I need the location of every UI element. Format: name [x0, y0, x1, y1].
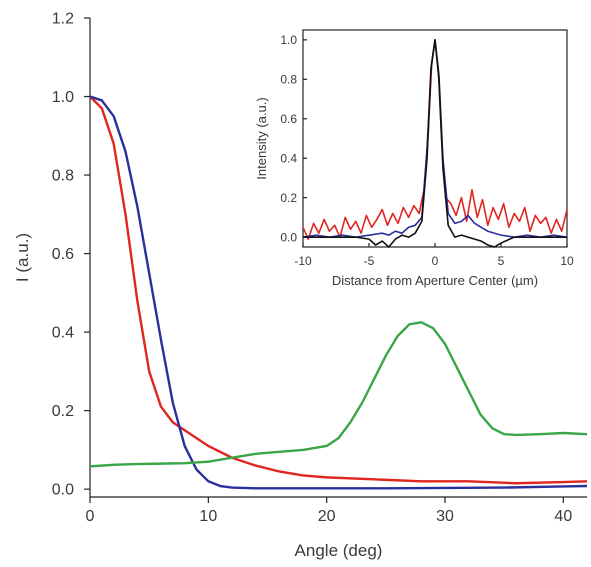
main-x-tick-label: 0: [86, 508, 95, 525]
inset-y-axis-label: Intensity (a.u.): [254, 97, 269, 179]
main-y-tick-label: 0.6: [52, 246, 74, 263]
main-y-tick-label: 0.2: [52, 403, 74, 420]
main-series-line-2: [90, 321, 587, 468]
main-y-axis-label: I (a.u.): [13, 233, 32, 282]
inset-y-tick-label: 0.4: [280, 151, 297, 165]
inset-y-tick-label: 0.0: [280, 230, 297, 244]
inset-y-tick-label: 0.6: [280, 112, 297, 126]
main-x-tick-label: 20: [318, 508, 336, 525]
inset-plot-frame: [302, 29, 568, 248]
inset-x-tick-label: 5: [498, 254, 505, 268]
main-x-tick-label: 30: [436, 508, 454, 525]
inset-x-axis-label: Distance from Aperture Center (µm): [332, 273, 538, 288]
inset-y-tick-label: 1.0: [280, 33, 297, 47]
inset-x-tick-label: 0: [432, 254, 439, 268]
main-x-axis-label: Angle (deg): [295, 541, 383, 560]
main-x-tick-label: 40: [554, 508, 572, 525]
inset-chart: -10 -5 0 5 10 0.0 0.2 0.4 0.6 0.8 1.0 Distance from…: [254, 29, 574, 288]
inset-x-tick-label: -10: [294, 254, 312, 268]
main-y-tick-label: 0.4: [52, 325, 74, 342]
inset-x-tick-label: 10: [560, 254, 574, 268]
inset-y-tick-label: 0.8: [280, 73, 297, 87]
main-y-tick-label: 0.8: [52, 168, 74, 185]
main-y-tick-label: 0.0: [52, 482, 74, 499]
inset-x-tick-label: -5: [364, 254, 375, 268]
inset-series-line-2: [303, 39, 567, 248]
main-y-tick-label: 1.0: [52, 89, 74, 106]
main-chart: 0 10 20 30 40 0.0 0.2 0.4 0.6 0.8 1.0 1.2 Angle (deg…: [13, 11, 587, 560]
main-series-line-0: [90, 95, 587, 485]
main-y-tick-label: 1.2: [52, 11, 74, 28]
main-series-line-1: [90, 95, 587, 490]
main-x-tick-label: 10: [199, 508, 217, 525]
inset-y-tick-label: 0.2: [280, 191, 297, 205]
